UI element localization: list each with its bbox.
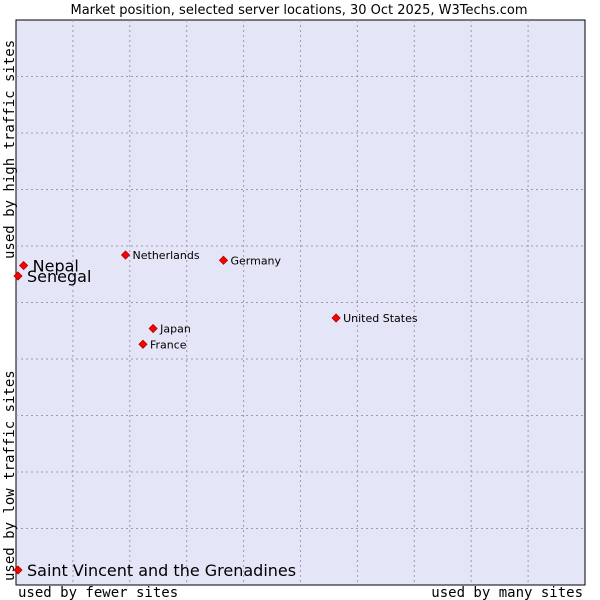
marker-japan bbox=[148, 323, 158, 334]
marker-netherlands bbox=[120, 250, 131, 260]
point-label-netherlands: Netherlands bbox=[133, 249, 200, 262]
point-label-japan: Japan bbox=[159, 323, 191, 336]
data-point-senegal: Senegal bbox=[13, 267, 91, 286]
point-label-united-states: United States bbox=[343, 312, 418, 325]
grid bbox=[16, 20, 585, 585]
data-point-france: France bbox=[138, 338, 187, 351]
point-label-senegal: Senegal bbox=[27, 267, 91, 286]
x-axis-label-right: used by many sites bbox=[431, 585, 583, 600]
data-point-united-states: United States bbox=[331, 312, 418, 325]
point-label-saint-vincent-and-the-grenadines: Saint Vincent and the Grenadines bbox=[27, 561, 296, 580]
data-point-germany: Germany bbox=[218, 254, 282, 267]
point-label-nepal: Nepal bbox=[33, 257, 79, 276]
data-point-netherlands: Netherlands bbox=[120, 249, 200, 262]
marker-saint-vincent-and-the-grenadines bbox=[13, 565, 23, 575]
point-label-germany: Germany bbox=[230, 254, 281, 267]
marker-senegal bbox=[13, 271, 23, 281]
chart-title: Market position, selected server locatio… bbox=[70, 3, 527, 18]
marker-united-states bbox=[331, 313, 341, 323]
data-point-japan: Japan bbox=[148, 323, 191, 336]
x-axis-label-left: used by fewer sites bbox=[18, 585, 178, 600]
marker-france bbox=[138, 339, 148, 349]
marker-nepal bbox=[19, 260, 29, 271]
y-axis-label-bottom: used by low traffic sites bbox=[2, 370, 18, 581]
data-point-nepal: Nepal bbox=[19, 257, 79, 276]
y-axis-label-top: used by high traffic sites bbox=[2, 40, 18, 259]
data-point-saint-vincent-and-the-grenadines: Saint Vincent and the Grenadines bbox=[13, 561, 296, 580]
point-label-france: France bbox=[150, 338, 187, 351]
marker-germany bbox=[218, 255, 229, 265]
